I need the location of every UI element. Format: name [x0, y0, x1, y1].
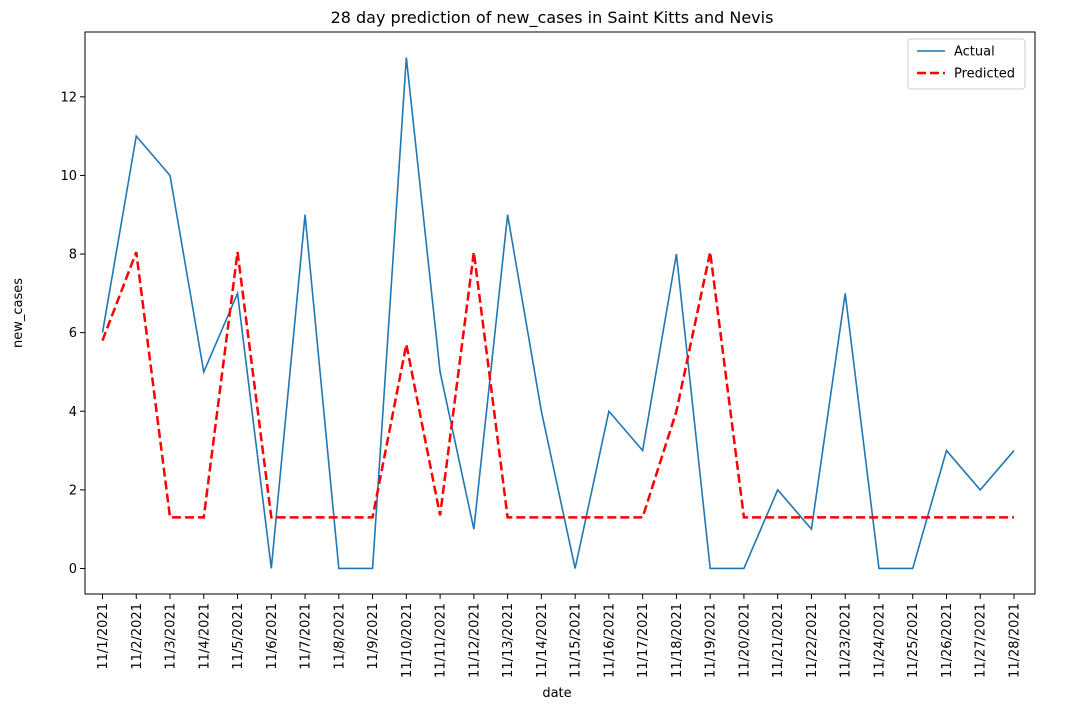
legend-label-actual: Actual — [954, 45, 995, 60]
x-tick-label: 11/10/2021 — [400, 603, 415, 678]
series-line-predicted — [101, 251, 1014, 519]
x-tick-label: 11/6/2021 — [265, 603, 280, 670]
x-tick-label: 11/22/2021 — [805, 603, 820, 678]
x-tick-label: 11/18/2021 — [670, 603, 685, 678]
y-axis-label: new_cases — [11, 278, 26, 348]
y-tick-label: 12 — [60, 90, 77, 105]
y-tick-label: 6 — [69, 326, 77, 341]
y-tick-label: 4 — [69, 405, 77, 420]
x-tick-label: 11/17/2021 — [636, 603, 651, 678]
y-tick-label: 0 — [69, 562, 77, 577]
plot-frame — [84, 31, 1036, 595]
x-axis-label: date — [542, 686, 571, 701]
x-tick-label: 11/5/2021 — [231, 603, 246, 670]
y-tick-label: 8 — [69, 248, 77, 263]
x-tick-label: 11/2/2021 — [130, 603, 145, 670]
x-tick-label: 11/13/2021 — [501, 603, 516, 678]
legend-label-predicted: Predicted — [954, 67, 1015, 82]
x-tick-label: 11/14/2021 — [535, 603, 550, 678]
x-tick-label: 11/3/2021 — [164, 603, 179, 670]
chart-title: 28 day prediction of new_cases in Saint … — [331, 8, 774, 28]
x-tick-label: 11/1/2021 — [96, 603, 111, 670]
y-tick-label: 10 — [60, 169, 77, 184]
x-tick-label: 11/11/2021 — [434, 603, 449, 678]
x-tick-label: 11/24/2021 — [872, 603, 887, 678]
x-tick-label: 11/9/2021 — [366, 603, 381, 670]
plot-area: 0 2 4 6 8 10 12 11/1/2021 11/2/2021 11/3/2021 11/4… — [60, 31, 1036, 678]
series-line-actual — [101, 57, 1015, 570]
x-tick-label: 11/26/2021 — [940, 603, 955, 678]
x-tick-label: 11/20/2021 — [737, 603, 752, 678]
x-tick-label: 11/7/2021 — [299, 603, 314, 670]
x-tick-label: 11/19/2021 — [704, 603, 719, 678]
x-tick-label: 11/4/2021 — [197, 603, 212, 670]
x-tick-label: 11/12/2021 — [467, 603, 482, 678]
x-tick-label: 11/25/2021 — [906, 603, 921, 678]
x-tick-label: 11/21/2021 — [771, 603, 786, 678]
x-tick-label: 11/16/2021 — [602, 603, 617, 678]
x-tick-label: 11/28/2021 — [1008, 603, 1023, 678]
x-tick-label: 11/15/2021 — [569, 603, 584, 678]
x-tick-label: 11/23/2021 — [839, 603, 854, 678]
x-tick-label: 11/8/2021 — [332, 603, 347, 670]
x-tick-label: 11/27/2021 — [974, 603, 989, 678]
y-tick-label: 2 — [69, 483, 77, 498]
